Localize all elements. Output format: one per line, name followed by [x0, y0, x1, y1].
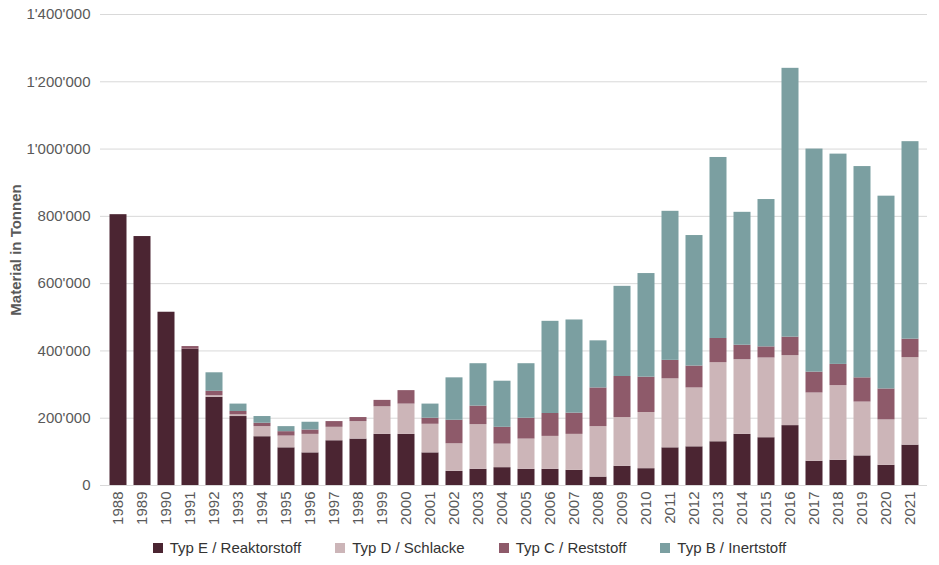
- svg-text:2019: 2019: [853, 492, 870, 525]
- svg-text:1'400'000: 1'400'000: [26, 5, 90, 22]
- svg-text:1997: 1997: [325, 492, 342, 525]
- svg-text:600'000: 600'000: [38, 274, 91, 291]
- svg-text:2002: 2002: [445, 492, 462, 525]
- svg-text:2011: 2011: [661, 492, 678, 524]
- svg-text:2001: 2001: [421, 492, 438, 525]
- svg-text:2021: 2021: [901, 492, 918, 525]
- svg-text:1993: 1993: [229, 492, 246, 525]
- html-text:Typ E / Reaktorstoff: Typ E / Reaktorstoff: [169, 539, 302, 556]
- svg-text:2012: 2012: [685, 492, 702, 525]
- html-text:Typ B / Inertstoff: Typ B / Inertstoff: [677, 539, 787, 556]
- svg-text:1990: 1990: [157, 492, 174, 525]
- svg-text:1'000'000: 1'000'000: [26, 140, 90, 157]
- svg-text:2008: 2008: [589, 492, 606, 525]
- svg-text:2000: 2000: [397, 492, 414, 525]
- svg-text:2004: 2004: [493, 492, 510, 525]
- svg-text:1996: 1996: [301, 492, 318, 525]
- svg-text:2005: 2005: [517, 492, 534, 525]
- svg-text:1988: 1988: [109, 492, 126, 525]
- svg-text:1994: 1994: [253, 492, 270, 525]
- svg-text:2017: 2017: [805, 492, 822, 525]
- svg-text:200'000: 200'000: [38, 409, 91, 426]
- svg-text:400'000: 400'000: [38, 342, 91, 359]
- svg-text:1995: 1995: [277, 492, 294, 525]
- svg-text:2003: 2003: [469, 492, 486, 525]
- svg-text:0: 0: [82, 476, 90, 493]
- svg-text:2009: 2009: [613, 492, 630, 525]
- html-text:Typ D / Schlacke: Typ D / Schlacke: [352, 539, 465, 556]
- svg-text:1989: 1989: [133, 492, 150, 525]
- svg-text:2016: 2016: [781, 492, 798, 525]
- html-text:Typ C / Reststoff: Typ C / Reststoff: [515, 539, 627, 556]
- svg-text:2014: 2014: [733, 492, 750, 525]
- svg-text:1991: 1991: [181, 492, 198, 525]
- svg-text:2018: 2018: [829, 492, 846, 525]
- svg-text:1'200'000: 1'200'000: [26, 73, 90, 90]
- svg-text:2010: 2010: [637, 492, 654, 525]
- svg-text:1999: 1999: [373, 492, 390, 525]
- svg-text:1992: 1992: [205, 492, 222, 525]
- svg-text:2020: 2020: [877, 492, 894, 525]
- svg-text:1998: 1998: [349, 492, 366, 525]
- svg-text:Material in Tonnen: Material in Tonnen: [7, 184, 24, 315]
- svg-text:2015: 2015: [757, 492, 774, 525]
- svg-text:2006: 2006: [541, 492, 558, 525]
- svg-text:2007: 2007: [565, 492, 582, 525]
- svg-text:2013: 2013: [709, 492, 726, 525]
- svg-text:800'000: 800'000: [38, 207, 91, 224]
